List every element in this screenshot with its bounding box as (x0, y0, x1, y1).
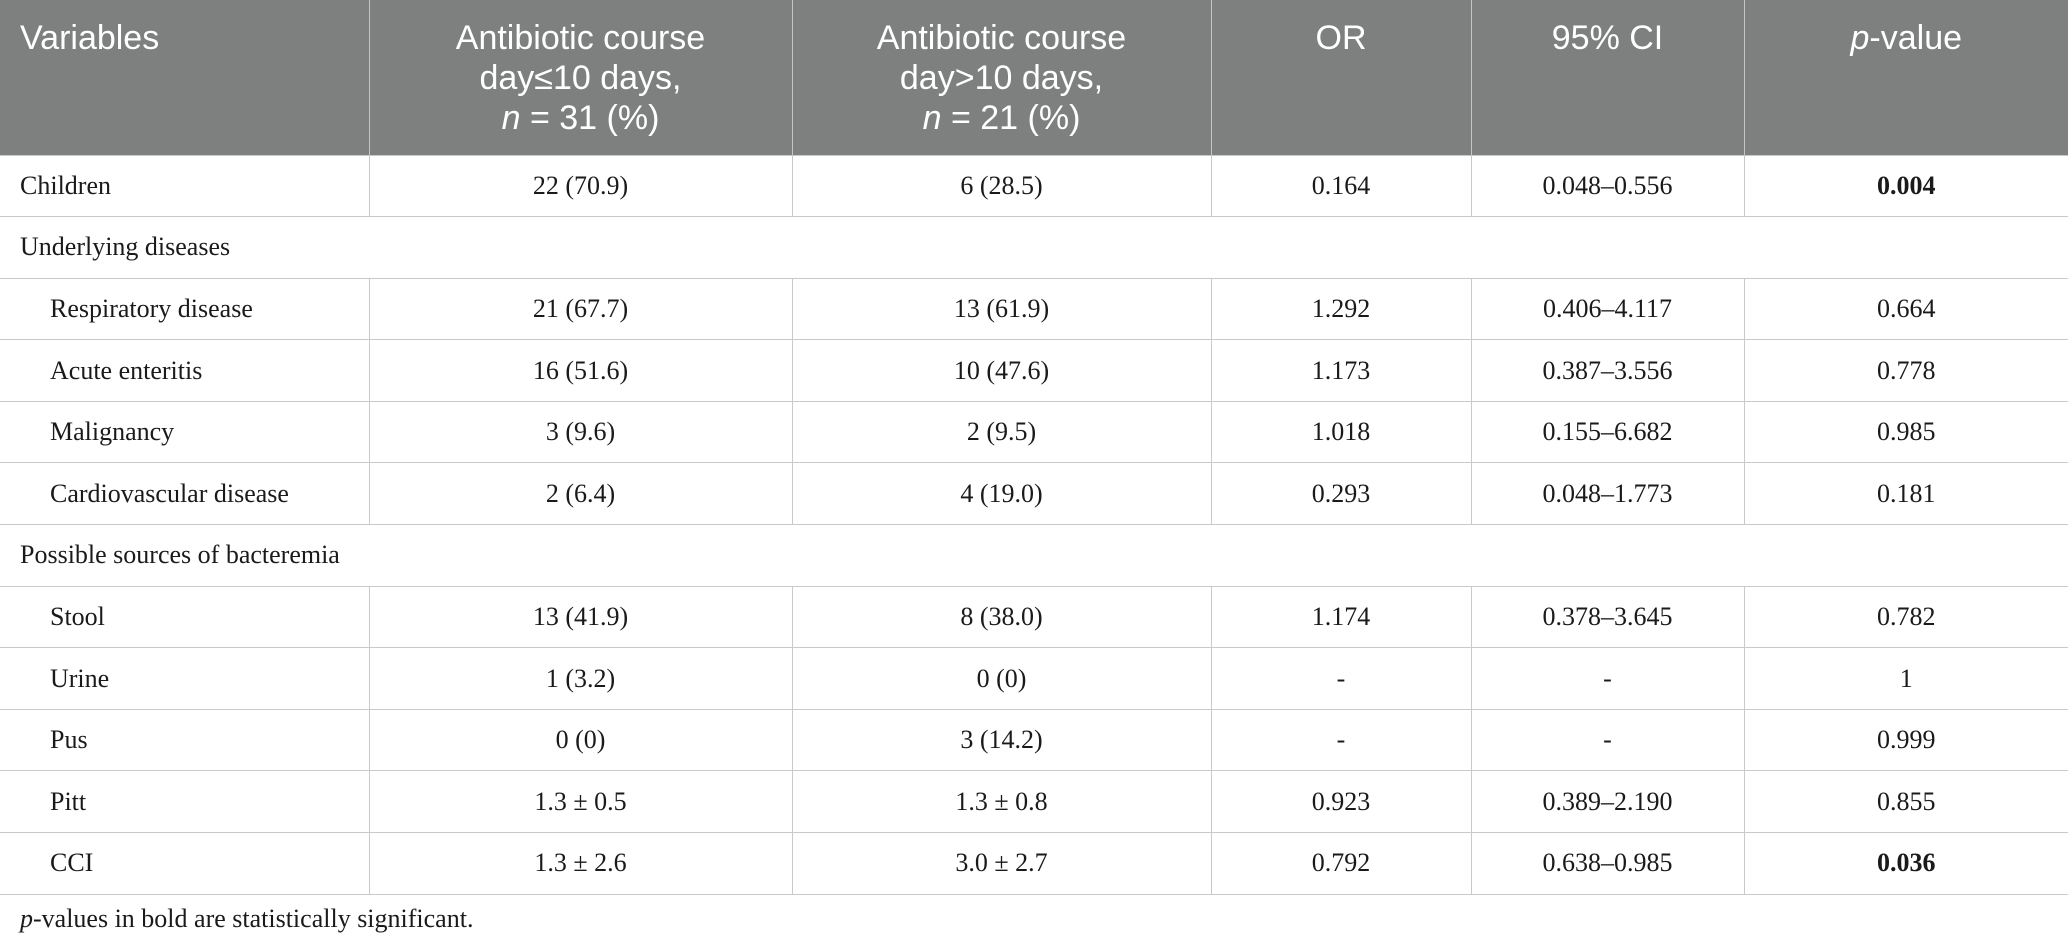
table-row: CCI 1.3 ± 2.6 3.0 ± 2.7 0.792 0.638–0.985 0.0… (0, 832, 2068, 895)
table-row: Stool 13 (41.9) 8 (38.0) 1.174 0.378–3.645 0.… (0, 585, 2068, 649)
cell-or: 1.018 (1210, 400, 1472, 464)
cell-ci: 0.406–4.117 (1470, 277, 1745, 341)
cell-course-short: 1.3 ± 2.6 (368, 832, 793, 895)
cell-course-long: 8 (38.0) (791, 585, 1212, 649)
cell-course-short: 0 (0) (368, 708, 793, 772)
cell-course-short: 21 (67.7) (368, 277, 793, 341)
cell-p-value: 0.036 (1743, 832, 2068, 895)
cell-course-short: 2 (6.4) (368, 462, 793, 526)
cell-or: 0.923 (1210, 770, 1472, 834)
cell-course-short: 1.3 ± 0.5 (368, 770, 793, 834)
results-table: Variables Antibiotic course day≤10 days,… (0, 0, 2068, 895)
cell-p-value: 0.004 (1743, 154, 2068, 218)
cell-or: 0.293 (1210, 462, 1472, 526)
table-header: Variables Antibiotic course day≤10 days,… (0, 0, 2068, 155)
cell-or: 0.164 (1210, 154, 1472, 218)
header-p-value: p-value (1743, 0, 2068, 155)
table-row: Malignancy 3 (9.6) 2 (9.5) 1.018 0.155–6.682… (0, 400, 2068, 464)
cell-ci: 0.048–1.773 (1470, 462, 1745, 526)
row-label: Pus (0, 708, 370, 772)
table-row: Cardiovascular disease 2 (6.4) 4 (19.0) 0.2… (0, 462, 2068, 526)
section-label: Possible sources of bacteremia (0, 524, 2068, 587)
header-variables: Variables (0, 0, 369, 155)
cell-p-value: 0.181 (1743, 462, 2068, 526)
cell-course-long: 3 (14.2) (791, 708, 1212, 772)
cell-course-long: 6 (28.5) (791, 154, 1212, 218)
header-or: OR (1210, 0, 1471, 155)
section-row: Possible sources of bacteremia (0, 524, 2068, 587)
table-row: Urine 1 (3.2) 0 (0) - -1 (0, 647, 2068, 710)
cell-p-value: 0.664 (1743, 277, 2068, 341)
row-label: Respiratory disease (0, 277, 370, 341)
table-row: Respiratory disease 21 (67.7) 13 (61.9) 1.2… (0, 277, 2068, 341)
cell-course-long: 2 (9.5) (791, 400, 1212, 464)
table-row: Acute enteritis 16 (51.6) 10 (47.6) 1.173 0.… (0, 339, 2068, 402)
cell-course-short: 3 (9.6) (368, 400, 793, 464)
cell-p-value: 0.778 (1743, 339, 2068, 402)
cell-ci: - (1470, 708, 1745, 772)
cell-or: - (1210, 708, 1472, 772)
row-label: Malignancy (0, 400, 370, 464)
cell-or: 1.292 (1210, 277, 1472, 341)
cell-p-value: 0.855 (1743, 770, 2068, 834)
cell-or: 1.174 (1210, 585, 1472, 649)
cell-course-short: 22 (70.9) (368, 154, 793, 218)
cell-course-short: 16 (51.6) (368, 339, 793, 402)
cell-course-long: 13 (61.9) (791, 277, 1212, 341)
cell-ci: 0.048–0.556 (1470, 154, 1745, 218)
cell-course-long: 10 (47.6) (791, 339, 1212, 402)
cell-ci: 0.378–3.645 (1470, 585, 1745, 649)
table-row: Children 22 (70.9) 6 (28.5) 0.164 0.048–0.55… (0, 154, 2068, 218)
cell-ci: 0.638–0.985 (1470, 832, 1745, 895)
header-ci: 95% CI (1470, 0, 1744, 155)
cell-p-value: 0.999 (1743, 708, 2068, 772)
cell-ci: 0.389–2.190 (1470, 770, 1745, 834)
row-label: CCI (0, 832, 370, 895)
section-row: Underlying diseases (0, 216, 2068, 279)
cell-ci: 0.387–3.556 (1470, 339, 1745, 402)
row-label: Pitt (0, 770, 370, 834)
table-row: Pitt 1.3 ± 0.5 1.3 ± 0.8 0.923 0.389–2.190 0.… (0, 770, 2068, 834)
cell-p-value: 1 (1743, 647, 2068, 710)
cell-ci: 0.155–6.682 (1470, 400, 1745, 464)
cell-or: 0.792 (1210, 832, 1472, 895)
cell-p-value: 0.782 (1743, 585, 2068, 649)
row-label: Stool (0, 585, 370, 649)
footnote: p-values in bold are statistically signi… (20, 904, 474, 933)
header-course-long: Antibiotic course day>10 days, n = 21 (%… (791, 0, 1211, 155)
header-course-short: Antibiotic course day≤10 days, n = 31 (%… (368, 0, 792, 155)
table-body: Children 22 (70.9) 6 (28.5) 0.164 0.048–0.55… (0, 154, 2068, 895)
cell-course-long: 4 (19.0) (791, 462, 1212, 526)
table-row: Pus 0 (0) 3 (14.2) - -0.999 (0, 708, 2068, 772)
cell-or: - (1210, 647, 1472, 710)
row-label: Children (0, 154, 370, 218)
cell-course-long: 3.0 ± 2.7 (791, 832, 1212, 895)
cell-course-short: 13 (41.9) (368, 585, 793, 649)
cell-ci: - (1470, 647, 1745, 710)
cell-p-value: 0.985 (1743, 400, 2068, 464)
row-label: Cardiovascular disease (0, 462, 370, 526)
cell-course-short: 1 (3.2) (368, 647, 793, 710)
header-row: Variables Antibiotic course day≤10 days,… (0, 0, 2068, 155)
row-label: Urine (0, 647, 370, 710)
cell-course-long: 0 (0) (791, 647, 1212, 710)
row-label: Acute enteritis (0, 339, 370, 402)
cell-or: 1.173 (1210, 339, 1472, 402)
section-label: Underlying diseases (0, 216, 2068, 279)
cell-course-long: 1.3 ± 0.8 (791, 770, 1212, 834)
